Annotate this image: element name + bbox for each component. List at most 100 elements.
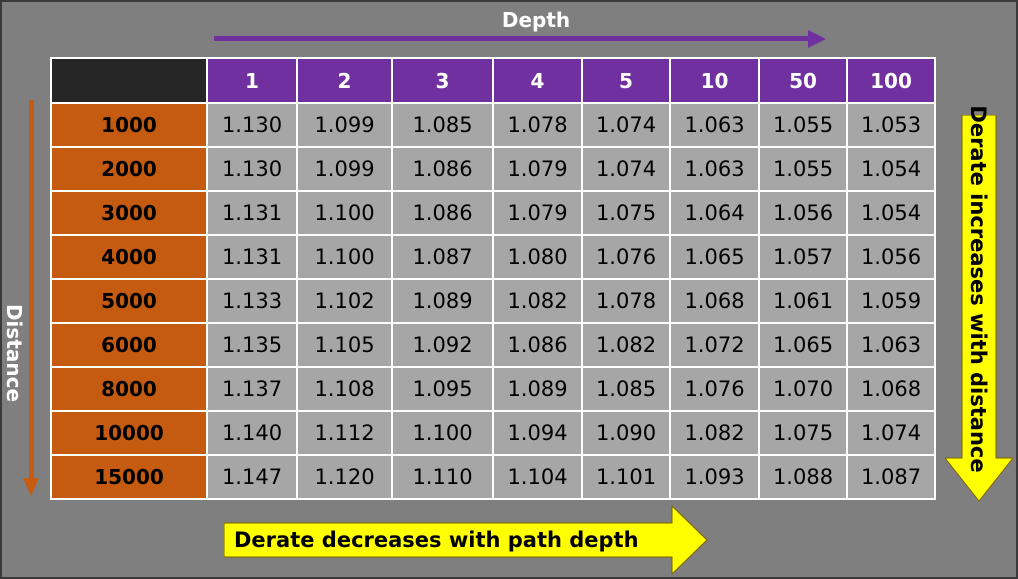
- derate-value-cell: 1.055: [758, 146, 848, 192]
- derate-value-cell: 1.074: [581, 102, 671, 148]
- derate-value-cell: 1.082: [492, 278, 583, 324]
- derate-value-cell: 1.056: [846, 234, 936, 280]
- depth-header-100: 100: [846, 57, 936, 104]
- derate-value-cell: 1.076: [581, 234, 671, 280]
- table-row: 2000 1.130 1.099 1.086 1.079 1.074 1.063 1.055 1…: [50, 146, 936, 192]
- derate-value-cell: 1.087: [391, 234, 494, 280]
- table-row: 15000 1.147 1.120 1.110 1.104 1.101 1.093 1.088…: [50, 454, 936, 500]
- derate-value-cell: 1.072: [669, 322, 760, 368]
- derate-value-cell: 1.055: [758, 102, 848, 148]
- derate-value-cell: 1.086: [492, 322, 583, 368]
- depth-header-row: 1 2 3 4 5 10 50 100: [50, 57, 936, 104]
- distance-header-8000: 8000: [50, 366, 208, 412]
- derate-value-cell: 1.093: [669, 454, 760, 500]
- derate-value-cell: 1.079: [492, 190, 583, 236]
- derate-value-cell: 1.099: [296, 102, 393, 148]
- derate-value-cell: 1.087: [846, 454, 936, 500]
- distance-header-6000: 6000: [50, 322, 208, 368]
- bottom-note-arrow-icon: [224, 505, 708, 575]
- derate-value-cell: 1.078: [581, 278, 671, 324]
- derate-value-cell: 1.063: [669, 102, 760, 148]
- derate-value-cell: 1.076: [669, 366, 760, 412]
- derate-value-cell: 1.108: [296, 366, 393, 412]
- derate-value-cell: 1.131: [206, 190, 298, 236]
- derate-value-cell: 1.137: [206, 366, 298, 412]
- derate-value-cell: 1.075: [758, 410, 848, 456]
- derate-value-cell: 1.135: [206, 322, 298, 368]
- bottom-note-text: Derate decreases with path depth: [234, 528, 639, 552]
- derate-value-cell: 1.105: [296, 322, 393, 368]
- derate-value-cell: 1.082: [669, 410, 760, 456]
- distance-header-5000: 5000: [50, 278, 208, 324]
- derate-value-cell: 1.094: [492, 410, 583, 456]
- table-row: 6000 1.135 1.105 1.092 1.086 1.082 1.072 1.065 1…: [50, 322, 936, 368]
- depth-axis-title: Depth: [501, 8, 571, 32]
- depth-arrow-line: [214, 36, 810, 41]
- table-row: 10000 1.140 1.112 1.100 1.094 1.090 1.082 1.075…: [50, 410, 936, 456]
- distance-axis-title: Distance: [2, 303, 26, 403]
- derate-value-cell: 1.092: [391, 322, 494, 368]
- derate-value-cell: 1.130: [206, 102, 298, 148]
- derate-value-cell: 1.082: [581, 322, 671, 368]
- distance-header-4000: 4000: [50, 234, 208, 280]
- derate-value-cell: 1.063: [669, 146, 760, 192]
- derate-value-cell: 1.054: [846, 190, 936, 236]
- derate-value-cell: 1.099: [296, 146, 393, 192]
- derate-value-cell: 1.064: [669, 190, 760, 236]
- derate-value-cell: 1.056: [758, 190, 848, 236]
- depth-header-2: 2: [296, 57, 393, 104]
- distance-arrow-head-icon: [23, 478, 39, 496]
- derate-value-cell: 1.133: [206, 278, 298, 324]
- depth-header-10: 10: [669, 57, 760, 104]
- distance-header-1000: 1000: [50, 102, 208, 148]
- distance-header-3000: 3000: [50, 190, 208, 236]
- depth-header-4: 4: [492, 57, 583, 104]
- table-row: 4000 1.131 1.100 1.087 1.080 1.076 1.065 1.057 1…: [50, 234, 936, 280]
- derate-value-cell: 1.102: [296, 278, 393, 324]
- derate-value-cell: 1.068: [669, 278, 760, 324]
- derate-value-cell: 1.085: [581, 366, 671, 412]
- distance-arrow-line: [29, 100, 34, 480]
- derate-value-cell: 1.074: [581, 146, 671, 192]
- derate-value-cell: 1.070: [758, 366, 848, 412]
- derate-value-cell: 1.089: [492, 366, 583, 412]
- corner-cell: [50, 57, 208, 104]
- derate-value-cell: 1.090: [581, 410, 671, 456]
- derate-value-cell: 1.130: [206, 146, 298, 192]
- right-note-arrow-icon: [945, 115, 1013, 502]
- derate-value-cell: 1.059: [846, 278, 936, 324]
- derate-value-cell: 1.061: [758, 278, 848, 324]
- derate-value-cell: 1.075: [581, 190, 671, 236]
- table-row: 3000 1.131 1.100 1.086 1.079 1.075 1.064 1.056 1…: [50, 190, 936, 236]
- derate-value-cell: 1.053: [846, 102, 936, 148]
- derate-value-cell: 1.079: [492, 146, 583, 192]
- distance-header-10000: 10000: [50, 410, 208, 456]
- derate-value-cell: 1.104: [492, 454, 583, 500]
- right-note-text: Derate increases with distance: [966, 105, 990, 473]
- depth-header-5: 5: [581, 57, 671, 104]
- derate-value-cell: 1.140: [206, 410, 298, 456]
- derate-value-cell: 1.110: [391, 454, 494, 500]
- distance-header-2000: 2000: [50, 146, 208, 192]
- derate-value-cell: 1.054: [846, 146, 936, 192]
- table-row: 1000 1.130 1.099 1.085 1.078 1.074 1.063 1.055 1…: [50, 102, 936, 148]
- derate-value-cell: 1.080: [492, 234, 583, 280]
- depth-header-50: 50: [758, 57, 848, 104]
- derate-value-cell: 1.086: [391, 146, 494, 192]
- derate-table: 1 2 3 4 5 10 50 100 1000 1.130 1.099 1.085 1.078 1.0…: [50, 57, 936, 500]
- derate-value-cell: 1.100: [391, 410, 494, 456]
- derate-value-cell: 1.095: [391, 366, 494, 412]
- derate-value-cell: 1.088: [758, 454, 848, 500]
- derate-value-cell: 1.089: [391, 278, 494, 324]
- depth-arrow-head-icon: [808, 30, 826, 48]
- derate-value-cell: 1.131: [206, 234, 298, 280]
- derate-value-cell: 1.078: [492, 102, 583, 148]
- derate-value-cell: 1.120: [296, 454, 393, 500]
- derate-value-cell: 1.057: [758, 234, 848, 280]
- derate-value-cell: 1.068: [846, 366, 936, 412]
- depth-header-3: 3: [391, 57, 494, 104]
- derate-value-cell: 1.086: [391, 190, 494, 236]
- depth-header-1: 1: [206, 57, 298, 104]
- table-row: 5000 1.133 1.102 1.089 1.082 1.078 1.068 1.061 1…: [50, 278, 936, 324]
